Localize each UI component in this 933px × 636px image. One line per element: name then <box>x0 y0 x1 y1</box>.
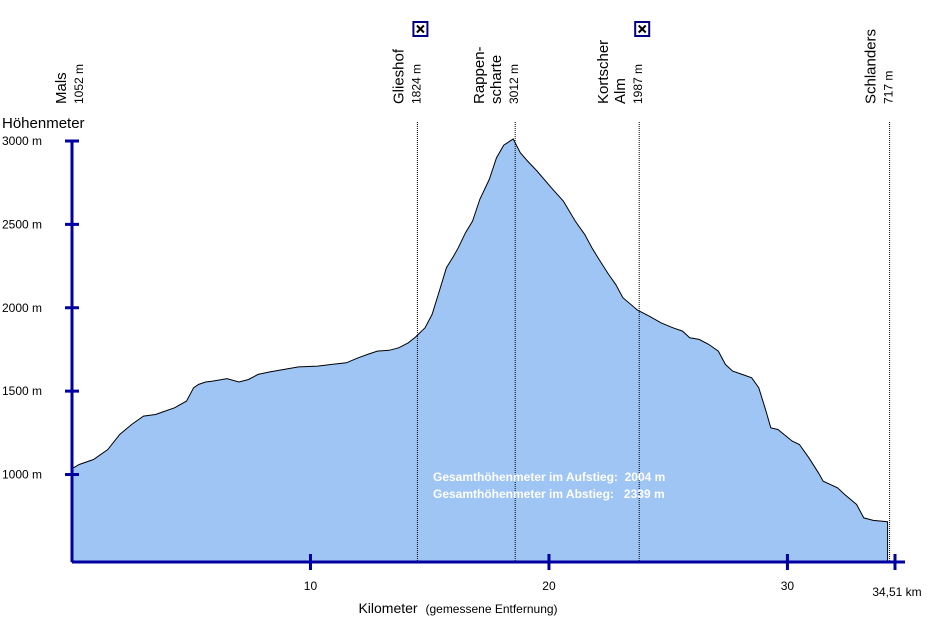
waypoint-elevation: 1987 m <box>631 64 645 104</box>
chart-axes: 1000 m 1500 m 2000 m 2500 m 3000 m 10 20 30 <box>2 134 905 593</box>
waypoint-name: Alm <box>612 78 629 104</box>
x-tick-label: 20 <box>542 579 556 593</box>
x-axis-title: Kilometer (gemessene Entfernung) <box>358 600 557 616</box>
waypoint-elevation: 3012 m <box>507 64 521 104</box>
waypoint-labels: Mals 1052 m Glieshof 1824 m Rappen-scharte 30… <box>53 21 896 104</box>
y-tick-label: 2500 m <box>2 217 42 231</box>
x-axis-title-main: Kilometer <box>358 600 417 616</box>
x-axis-title-note: (gemessene Entfernung) <box>425 602 557 616</box>
waypoint-label: Glieshof 1824 m <box>390 21 429 104</box>
summary-descent: Gesamthöhenmeter im Abstieg: 2339 m <box>433 487 665 501</box>
waypoint-elevation: 1052 m <box>72 64 86 104</box>
waypoint-label: Rappen-scharte 3012 m <box>471 46 521 104</box>
y-tick-label: 2000 m <box>2 301 42 315</box>
waypoint-name: Glieshof <box>390 48 407 104</box>
waypoint-elevation: 1824 m <box>409 64 423 104</box>
waypoint-label: Kortscher Alm 1987 m <box>595 21 651 104</box>
waypoint-name: Schlanders <box>863 29 880 104</box>
x-tick-label: 30 <box>781 579 795 593</box>
waypoint-name: Rappen- <box>471 46 488 104</box>
waypoint-label: Schlanders 717 m <box>863 29 896 104</box>
waypoint-label: Mals 1052 m <box>53 64 86 104</box>
waypoint-name: Mals <box>53 72 70 104</box>
waypoint-name: Kortscher <box>595 40 612 104</box>
y-tick-label: 1000 m <box>2 468 42 482</box>
y-tick-label: 3000 m <box>2 134 42 148</box>
waypoint-name: scharte <box>488 55 505 104</box>
waypoint-guides <box>416 122 891 562</box>
x-axis-end-label: 34,51 km <box>872 585 921 599</box>
y-axis-title: Höhenmeter <box>2 115 85 132</box>
summary-ascent: Gesamthöhenmeter im Aufstieg: 2004 m <box>433 470 665 484</box>
hut-icon <box>412 21 429 37</box>
hut-icon <box>634 21 651 37</box>
x-tick-label: 10 <box>304 579 318 593</box>
waypoint-elevation: 717 m <box>882 71 896 104</box>
elevation-area <box>71 138 889 563</box>
y-tick-label: 1500 m <box>2 384 42 398</box>
